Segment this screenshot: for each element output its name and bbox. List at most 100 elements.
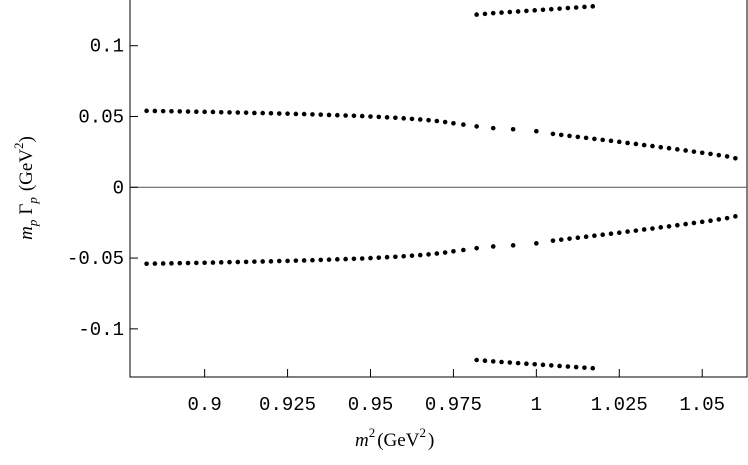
x-axis-title-unit-sup: 2 [419, 425, 426, 440]
data-point [557, 6, 562, 11]
data-point [558, 237, 564, 242]
data-point [210, 260, 216, 265]
data-point [434, 118, 440, 124]
data-point [343, 256, 348, 262]
data-point [490, 125, 496, 131]
data-point [185, 109, 191, 114]
data-point [393, 254, 398, 260]
data-point [152, 261, 158, 266]
data-point [293, 258, 299, 263]
data-point [691, 149, 697, 154]
data-point [351, 256, 357, 262]
data-point [583, 234, 589, 240]
data-point [442, 250, 448, 255]
x-tick-label: 1.05 [679, 394, 725, 416]
data-point [474, 12, 479, 17]
data-point [733, 214, 738, 219]
data-point [359, 256, 365, 261]
data-point [616, 139, 622, 145]
data-point [567, 133, 572, 139]
data-point [582, 365, 587, 370]
data-point [268, 259, 274, 264]
y-axis-title-unit-sup: 2 [11, 142, 26, 149]
data-point [534, 241, 539, 246]
data-point [243, 110, 249, 115]
data-point [608, 231, 614, 237]
plot-frame [129, 0, 748, 378]
data-point [641, 142, 647, 148]
data-point [202, 109, 207, 115]
data-point [276, 258, 282, 264]
data-point [144, 261, 149, 267]
y-tick-label: 0 [113, 177, 124, 199]
data-point [194, 260, 199, 266]
data-point [227, 110, 232, 115]
data-point [510, 126, 516, 132]
data-point [499, 10, 504, 15]
y-axis-title-unit-open: (GeV [16, 149, 37, 191]
data-point [451, 248, 456, 254]
data-point [575, 235, 581, 240]
data-point [600, 232, 606, 238]
data-point [733, 155, 738, 161]
data-point [160, 261, 166, 266]
data-point [401, 116, 406, 121]
data-point [384, 254, 390, 260]
data-point [426, 117, 431, 123]
data-point [252, 110, 257, 116]
data-point [633, 228, 639, 233]
data-point [451, 121, 456, 126]
data-point [335, 257, 340, 262]
data-point [490, 244, 496, 249]
data-point [716, 217, 722, 222]
data-point [625, 229, 630, 234]
y-tick-label: -0.1 [78, 319, 124, 341]
data-point [461, 247, 466, 253]
data-point [548, 6, 554, 12]
data-point [675, 222, 680, 228]
y-axis-title-m: m [16, 226, 37, 240]
data-point [532, 361, 537, 367]
data-point [699, 219, 705, 225]
x-tick-label: 1 [531, 394, 542, 416]
data-point [573, 364, 579, 370]
data-point [691, 220, 697, 226]
data-point [310, 112, 315, 117]
data-point [708, 218, 713, 224]
x-tick-label: 0.975 [425, 394, 482, 416]
data-point [507, 360, 513, 365]
data-point [590, 4, 596, 9]
data-point [716, 152, 722, 158]
data-point [210, 109, 216, 115]
data-point [592, 136, 597, 142]
data-point [540, 362, 546, 368]
data-point [276, 111, 282, 116]
data-point [592, 233, 597, 239]
x-tick-label: 0.9 [188, 394, 222, 416]
data-point [169, 108, 174, 114]
x-axis-ticks: 0.9 0.925 0.95 0.975 1 1.025 1.05 [188, 369, 725, 416]
y-axis-title-gamma: Γ [16, 204, 37, 215]
data-point [335, 112, 340, 118]
y-axis-title-unit-close: ) [16, 136, 37, 142]
data-point [194, 109, 199, 114]
data-point [582, 4, 587, 10]
y-axis-title-m-sub: p [25, 219, 40, 227]
data-point [260, 259, 265, 264]
data-point [565, 5, 571, 11]
x-axis-title-base: m [355, 430, 369, 451]
data-point [600, 137, 606, 143]
data-point [285, 111, 290, 116]
data-point [285, 258, 290, 264]
data-point [260, 110, 265, 116]
data-point [368, 255, 373, 261]
data-point [252, 259, 257, 264]
data-point [550, 238, 556, 243]
data-points [144, 4, 738, 371]
data-point [169, 261, 174, 266]
data-point [461, 122, 466, 127]
data-point [683, 148, 688, 153]
data-point [442, 119, 448, 125]
data-point [510, 243, 516, 248]
data-point [641, 227, 647, 232]
